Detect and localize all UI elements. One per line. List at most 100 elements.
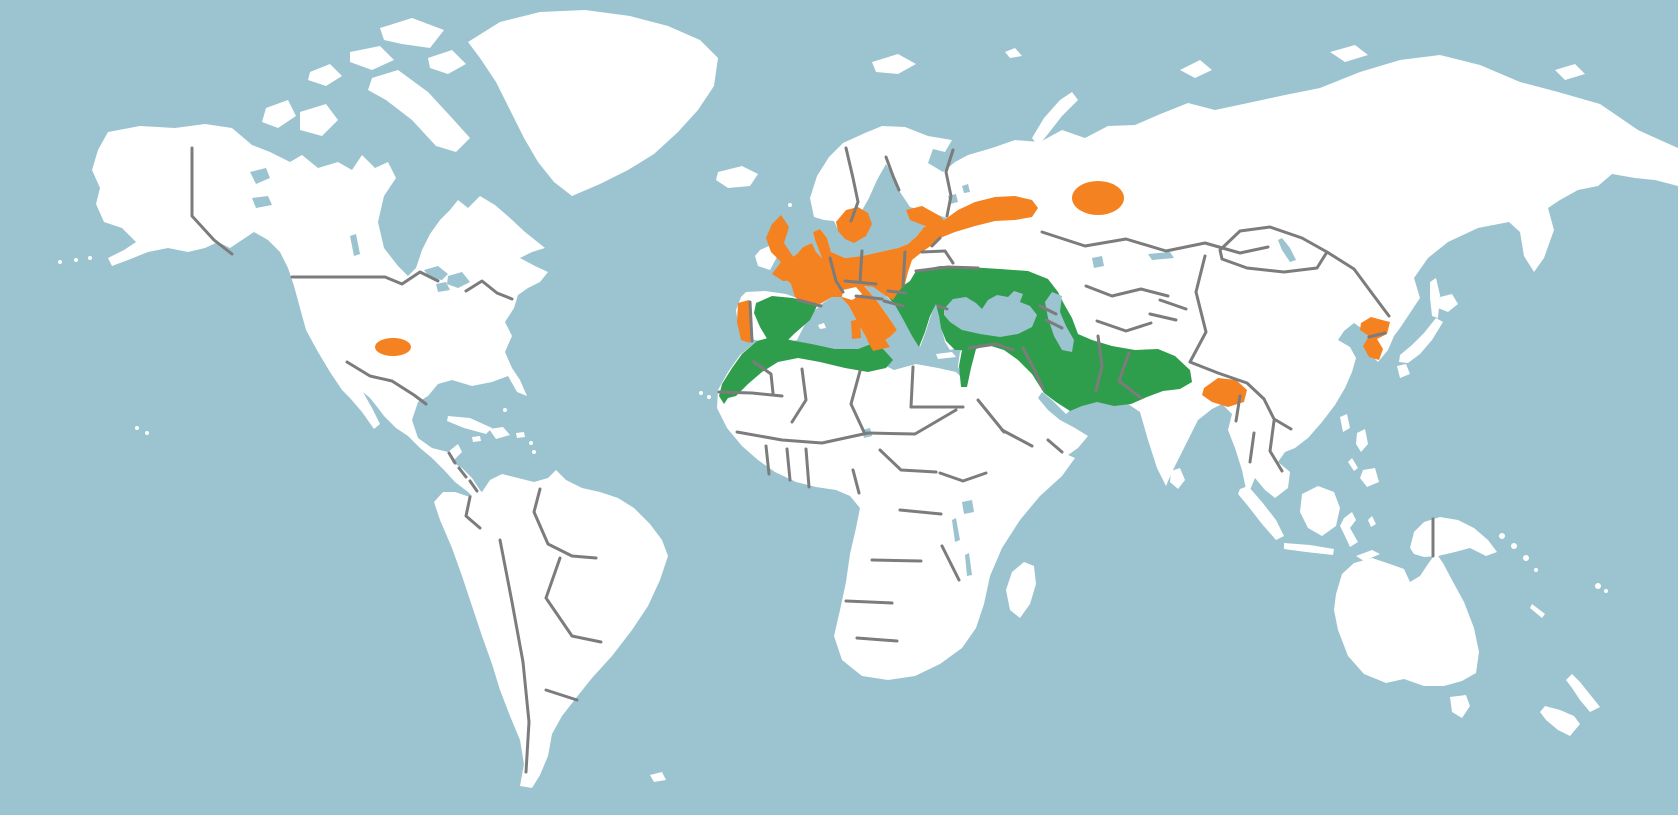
island-dot-aleutian-2 [74,258,78,262]
border-alaska-canada [190,146,234,256]
border-kazakh-uzbek [1084,284,1170,298]
island-banks [262,100,296,128]
island-nz-north [1566,674,1600,712]
border-pyrenees [796,298,823,308]
border-turkmen-uzbek [1095,319,1153,333]
island-taiwan [1340,414,1350,432]
border-sahel [735,408,958,445]
island-palawan [1348,458,1358,471]
border-vietnam-laos [1268,419,1284,473]
island-balearic [818,323,826,329]
border-china-russia-east [1325,250,1391,318]
island-dot-solomon-1 [1511,543,1517,549]
landmass-eurasia [736,55,1678,517]
border-south-africa [855,636,899,643]
border-central-america-2 [457,466,468,479]
lake-great-bear [250,168,270,184]
island-falklands [650,772,666,782]
island-arctic-small-1 [308,64,342,86]
lake-michigan [436,282,450,292]
island-novaya-zemlya [1032,92,1078,146]
border-west-africa-2 [785,447,792,482]
border-colombia [464,495,482,530]
island-baffin [368,70,470,152]
border-jordan-saudi [976,398,1006,434]
border-venezuela-brazil [532,487,598,560]
border-us-mexico [345,360,428,406]
island-dot-fiji-2 [1604,589,1608,593]
border-belarus-1 [920,249,955,265]
island-madagascar [1006,562,1036,618]
island-sumatra [1238,486,1284,540]
landmasses [58,10,1678,788]
island-sri-lanka [1170,468,1185,489]
range-orange-northeast-india [1202,378,1247,407]
border-argentina [544,688,579,702]
range-orange-ural-oval [1072,181,1124,215]
range-orange-introduced [375,181,1390,407]
border-kyrgyz [1158,298,1188,311]
border-austria-hungary [854,294,884,301]
island-franz-josef [1005,48,1022,58]
border-ukraine-belarus [914,265,980,273]
range-orange-europe-russia-band [777,196,1038,346]
border-tajik [1148,312,1178,322]
border-burma-india [1234,394,1242,423]
country-borders [190,146,1435,774]
border-car-sudan [878,448,938,474]
lake-aral [1092,256,1104,268]
border-thailand [1248,431,1256,464]
lake-malawi [965,553,972,576]
island-greenland [468,10,718,196]
border-himalaya [1188,360,1266,401]
island-arctic-small-2 [428,50,466,74]
border-sweden-finland [884,155,901,192]
range-orange-portugal [737,300,752,343]
border-turkey-syria [967,342,1015,352]
border-algeria-libya [849,369,866,434]
island-nz-south [1540,706,1580,736]
landmass-australia [1334,553,1479,686]
island-dot-hawaii-2 [145,431,149,435]
landmass-north-america [92,124,548,502]
island-crete [936,352,956,359]
island-dot-shetland [788,203,792,207]
border-iran-afghanistan [1094,334,1104,393]
border-germany-poland [858,249,864,284]
border-tanzania-mozambique [940,544,961,582]
island-victoria [300,104,338,136]
border-china-west [1188,254,1208,364]
island-sulawesi [1340,512,1358,547]
lake-winnipeg [350,234,360,256]
island-svalbard [872,54,916,74]
range-orange-southern-finland [906,206,946,227]
border-central-america-3 [468,479,479,493]
lake-caspian-sea [1045,292,1074,352]
lake-tanganyika [952,518,960,542]
lake-great-slave [252,196,272,208]
border-france-germany [828,256,845,294]
range-orange-sicily [867,338,890,351]
border-iraq-iran [1021,346,1045,391]
lake-baikal [1278,238,1296,262]
range-orange-corsica [855,304,862,317]
island-dot-antilles-1 [529,441,533,445]
border-poland-ukraine [901,250,907,288]
lake-onega [962,184,970,193]
lake-balkhash [1148,252,1174,260]
island-ellesmere [380,18,444,48]
lake-victoria [962,500,974,514]
border-west-africa-3 [804,447,811,489]
border-namibia [844,599,894,605]
island-new-siberian [1330,45,1368,62]
island-kyushu [1397,364,1410,378]
island-dot-bahamas [503,408,507,412]
border-drc-south [898,508,943,516]
border-portugal-spain [748,300,754,343]
border-west-sahara [717,390,784,398]
island-devon [350,46,394,70]
border-angola-zambia [870,558,923,563]
island-dot-bismarck [1499,533,1505,539]
range-orange-central-us [375,338,411,356]
border-ethiopia-kenya [938,471,988,483]
